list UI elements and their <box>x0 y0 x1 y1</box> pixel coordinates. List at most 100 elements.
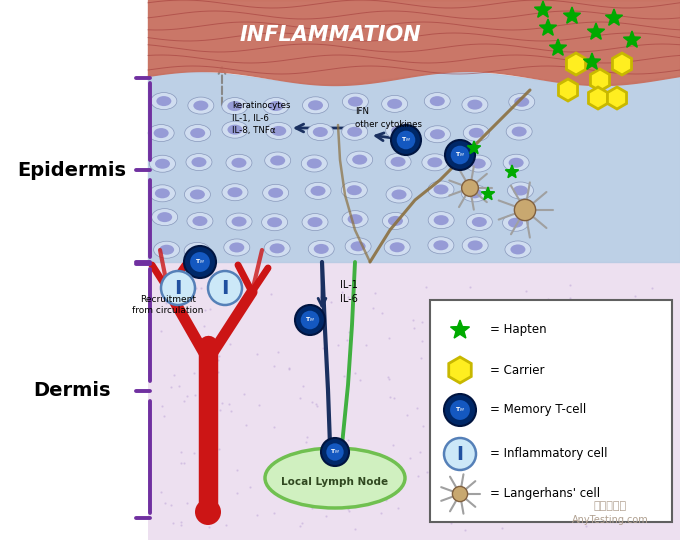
Circle shape <box>462 180 478 197</box>
Ellipse shape <box>433 185 449 194</box>
Ellipse shape <box>462 237 488 254</box>
Ellipse shape <box>262 214 288 231</box>
Ellipse shape <box>307 124 333 140</box>
Ellipse shape <box>467 99 482 110</box>
Ellipse shape <box>311 186 326 196</box>
Text: INFLAMMATION: INFLAMMATION <box>239 25 421 45</box>
Ellipse shape <box>511 245 526 254</box>
Ellipse shape <box>222 121 248 138</box>
Text: T$_M$: T$_M$ <box>195 257 205 266</box>
Ellipse shape <box>506 123 532 140</box>
Ellipse shape <box>509 158 524 168</box>
Text: IL-1
IL-6: IL-1 IL-6 <box>340 280 358 303</box>
Ellipse shape <box>188 97 214 114</box>
Ellipse shape <box>308 240 335 258</box>
Ellipse shape <box>148 125 174 141</box>
Polygon shape <box>605 9 623 25</box>
Text: 嘉峪检测网: 嘉峪检测网 <box>594 501 626 511</box>
Ellipse shape <box>313 244 328 254</box>
Ellipse shape <box>302 214 328 231</box>
Polygon shape <box>588 23 605 39</box>
Circle shape <box>161 271 195 305</box>
Ellipse shape <box>228 187 243 197</box>
Ellipse shape <box>222 184 248 201</box>
Ellipse shape <box>184 186 210 203</box>
Ellipse shape <box>152 208 177 226</box>
Ellipse shape <box>307 158 322 168</box>
Ellipse shape <box>270 244 285 253</box>
Text: I: I <box>174 279 182 298</box>
Ellipse shape <box>390 157 405 167</box>
Text: I: I <box>221 279 228 298</box>
Ellipse shape <box>229 242 244 253</box>
Circle shape <box>184 246 216 278</box>
Polygon shape <box>624 31 641 48</box>
Ellipse shape <box>424 126 450 143</box>
Ellipse shape <box>424 92 450 110</box>
Circle shape <box>326 443 343 461</box>
Text: T$_M$: T$_M$ <box>455 150 465 159</box>
Polygon shape <box>534 1 551 17</box>
Ellipse shape <box>381 96 407 112</box>
Ellipse shape <box>190 128 205 138</box>
Text: Dermis: Dermis <box>33 381 111 400</box>
Ellipse shape <box>514 97 529 107</box>
Ellipse shape <box>428 237 454 254</box>
Ellipse shape <box>387 99 402 109</box>
Ellipse shape <box>155 188 170 198</box>
Ellipse shape <box>422 154 448 171</box>
Ellipse shape <box>468 240 483 251</box>
Circle shape <box>444 438 476 470</box>
Ellipse shape <box>351 241 366 251</box>
Text: = Langerhans' cell: = Langerhans' cell <box>490 488 600 501</box>
Ellipse shape <box>341 123 368 140</box>
Circle shape <box>321 438 349 466</box>
Text: IFN
other cytokines: IFN other cytokines <box>355 107 422 129</box>
Ellipse shape <box>513 186 528 195</box>
Circle shape <box>208 271 242 305</box>
FancyBboxPatch shape <box>430 300 672 522</box>
Text: Epidermis: Epidermis <box>18 160 126 179</box>
Text: Recruitment
from circulation: Recruitment from circulation <box>133 295 204 315</box>
Ellipse shape <box>462 96 488 113</box>
Circle shape <box>444 394 476 426</box>
Text: T$_M$: T$_M$ <box>305 315 315 324</box>
Ellipse shape <box>150 185 175 202</box>
Circle shape <box>391 125 421 155</box>
Ellipse shape <box>345 238 371 255</box>
Ellipse shape <box>159 245 174 255</box>
Text: = Hapten: = Hapten <box>490 323 547 336</box>
Ellipse shape <box>305 183 331 199</box>
Ellipse shape <box>190 246 205 256</box>
Ellipse shape <box>303 97 328 114</box>
Polygon shape <box>588 87 607 109</box>
Ellipse shape <box>186 153 212 171</box>
Text: = Inflammatory cell: = Inflammatory cell <box>490 448 607 461</box>
Polygon shape <box>558 79 577 101</box>
Ellipse shape <box>428 181 454 198</box>
Ellipse shape <box>190 190 205 199</box>
Ellipse shape <box>386 122 411 139</box>
Ellipse shape <box>264 240 290 257</box>
Ellipse shape <box>505 241 531 258</box>
Ellipse shape <box>269 101 284 111</box>
Ellipse shape <box>150 155 175 172</box>
Circle shape <box>295 305 325 335</box>
Polygon shape <box>564 7 581 23</box>
Ellipse shape <box>388 216 403 226</box>
Polygon shape <box>481 187 494 200</box>
Ellipse shape <box>154 241 180 258</box>
Text: T$_M$: T$_M$ <box>401 135 411 144</box>
Ellipse shape <box>308 100 323 110</box>
Ellipse shape <box>156 96 171 106</box>
Ellipse shape <box>227 101 242 111</box>
Ellipse shape <box>503 154 529 171</box>
Ellipse shape <box>430 129 445 139</box>
Ellipse shape <box>434 215 449 225</box>
Ellipse shape <box>226 154 252 171</box>
Ellipse shape <box>307 217 322 227</box>
Ellipse shape <box>266 123 292 139</box>
Ellipse shape <box>472 217 487 227</box>
Ellipse shape <box>466 213 492 231</box>
Ellipse shape <box>151 92 177 110</box>
